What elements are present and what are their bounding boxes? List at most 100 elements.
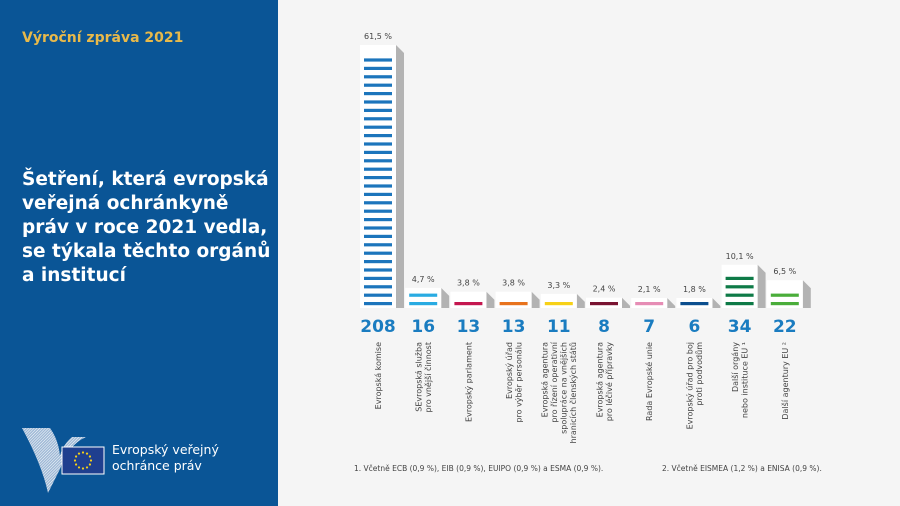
eu-star (74, 463, 78, 466)
bar-stripe (364, 251, 392, 255)
bar-stripe (454, 302, 483, 306)
bar-side (622, 297, 630, 308)
bar-stripe (364, 92, 392, 96)
bar (450, 291, 487, 308)
bar-stripe (364, 260, 392, 264)
eu-star (74, 455, 78, 458)
category-label: Evropský parlament (464, 342, 473, 422)
bar-stripe (725, 302, 754, 306)
bar-stripe (364, 167, 392, 171)
bar-stripe (364, 276, 392, 280)
bar-stripe (635, 302, 664, 306)
bar-stripe (409, 293, 438, 297)
bar-stripe (364, 142, 392, 146)
bar-stripe (770, 293, 799, 297)
category-label: pro vnější činnost (423, 342, 433, 412)
left-panel: Výroční zpráva 2021 Šetření, která evrop… (0, 0, 278, 506)
count-label: 6 (688, 317, 700, 337)
bar-stripe (364, 226, 392, 230)
data-label: 3,3 % (547, 281, 570, 290)
eu-star (85, 466, 89, 469)
bar-stripe (364, 159, 392, 163)
count-label: 208 (360, 317, 396, 337)
data-label: 10,1 % (726, 252, 754, 261)
bar-stripe (364, 218, 392, 222)
category-label: Evropská agentura (541, 342, 550, 417)
logo-wing-icon (58, 437, 86, 469)
eu-star (88, 463, 92, 466)
count-label: 13 (502, 317, 526, 337)
bar-side (757, 264, 766, 308)
count-label: 7 (643, 317, 655, 337)
bar-stripe (364, 184, 392, 188)
bar (495, 291, 532, 308)
bar-stripe (364, 58, 392, 62)
bar-stripe (590, 302, 618, 306)
data-label: 1,8 % (683, 285, 706, 294)
data-label: 3,8 % (502, 279, 525, 288)
count-label: 16 (411, 317, 435, 337)
count-label: 13 (457, 317, 481, 337)
count-label: 22 (773, 317, 797, 337)
bar-stripe (364, 192, 392, 196)
footnote-1: 1. Včetně ECB (0,9 %), EIB (0,9 %), EUIP… (354, 464, 604, 473)
bar-stripe (364, 209, 392, 213)
bar-stripe (364, 150, 392, 154)
bar-stripe (364, 75, 392, 79)
eu-flag-icon (61, 446, 105, 475)
category-label: SEvropská služba (414, 342, 423, 412)
data-label: 2,4 % (593, 285, 616, 294)
bar-side (396, 45, 404, 308)
bar-side (802, 280, 811, 308)
report-label: Výroční zpráva 2021 (22, 30, 184, 46)
logo-text-line2: ochránce práv (112, 458, 202, 473)
bar-stripe (364, 117, 392, 121)
eu-star (81, 451, 85, 454)
bar-stripe (364, 83, 392, 87)
bar-stripe (725, 285, 754, 289)
count-label: 8 (598, 317, 610, 337)
bar-chart: 61,5 % 208 Evropská komise 4,7 % 16 SEvropská… (360, 32, 811, 443)
eu-stars-icon (73, 451, 93, 470)
headline: Šetření, která evropská veřejná ochránky… (22, 169, 271, 286)
eu-star (81, 467, 85, 470)
bar (540, 293, 577, 308)
bar-side (712, 298, 721, 308)
data-label: 2,1 % (638, 285, 661, 294)
eu-star (77, 466, 81, 469)
bar-stripe (364, 134, 392, 138)
bar-side (441, 287, 450, 308)
data-label: 3,8 % (457, 279, 480, 288)
category-label: pro řízení operativní (550, 341, 559, 422)
category-label: hranicích členských států (568, 342, 578, 443)
bar-stripe (364, 201, 392, 205)
category-label: pro výběr personálu (514, 342, 523, 423)
category-label: Další orgány (730, 342, 740, 392)
bar-stripe (725, 276, 754, 280)
bar-side (667, 298, 676, 308)
bar-stripe (364, 243, 392, 247)
logo-text-line1: Evropský veřejný (112, 442, 219, 457)
bar-stripe (364, 234, 392, 238)
bar-stripe (725, 293, 754, 297)
footnote-2: 2. Včetně EISMEA (1,2 %) a ENISA (0,9 %)… (662, 464, 822, 473)
bar-stripe (544, 302, 573, 306)
bar-stripe (770, 302, 799, 306)
bar-side (486, 291, 495, 308)
bar-stripe (680, 302, 709, 306)
bar-stripe (409, 302, 438, 306)
bar-stripe (364, 302, 392, 306)
bar-stripe (364, 293, 392, 297)
bar-side (576, 293, 585, 308)
bar-stripe (364, 125, 392, 129)
category-label: Evropský úřad pro boj (686, 342, 695, 429)
count-label: 34 (728, 317, 752, 337)
category-label: spolupráce na vnějších (559, 342, 569, 434)
bar-stripe (364, 176, 392, 180)
category-label: Evropská agentura (595, 342, 604, 417)
data-label: 4,7 % (412, 275, 435, 284)
eu-star (88, 455, 92, 458)
logo-wing-icon (22, 428, 61, 493)
data-label: 6,5 % (773, 267, 796, 276)
count-label: 11 (547, 317, 571, 337)
